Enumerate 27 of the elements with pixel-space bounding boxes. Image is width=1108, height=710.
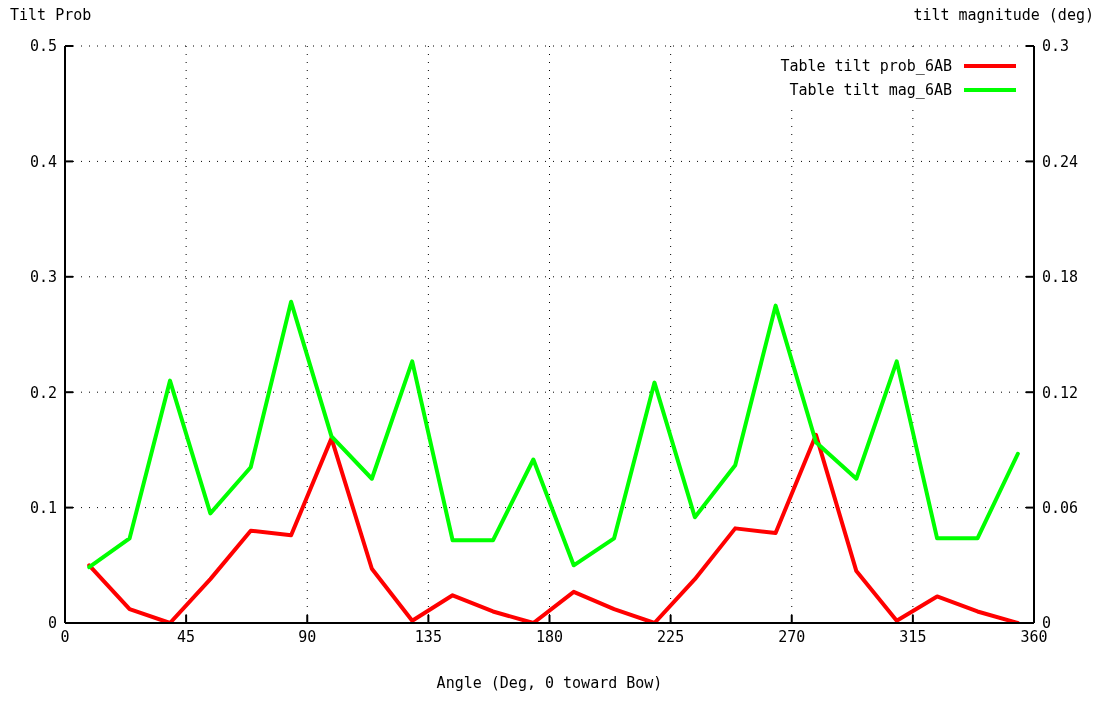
- y2-tick-label: 0.24: [1042, 152, 1079, 171]
- line-series: [87, 299, 1020, 570]
- y2-axis-title: tilt magnitude (deg): [913, 6, 1094, 24]
- y2-tick-label: 0.06: [1042, 498, 1079, 517]
- x-tick-label: 270: [778, 627, 806, 646]
- y-axis-title: Tilt Prob: [10, 6, 92, 24]
- x-tick-label: 45: [177, 627, 196, 646]
- y-tick-label: 0.4: [29, 152, 57, 171]
- x-tick-label: 225: [657, 627, 685, 646]
- y-tick-label: 0: [47, 614, 57, 633]
- y-tick-label: 0.3: [29, 268, 57, 287]
- y-tick-label: 0.2: [29, 383, 57, 402]
- y2-tick-label: 0.12: [1042, 383, 1079, 402]
- x-axis-title: Angle (Deg, 0 toward Bow): [436, 674, 663, 692]
- x-tick-label: 180: [535, 627, 564, 646]
- y2-tick-label: 0.18: [1042, 268, 1079, 287]
- y-tick-label: 0.5: [29, 37, 57, 56]
- y2-tick-label: 0.3: [1042, 37, 1070, 56]
- x-tick-label: 315: [899, 627, 927, 646]
- legend-label: Table tilt prob_6AB: [780, 57, 952, 75]
- x-tick-label: 360: [1020, 627, 1048, 646]
- line-series: [87, 432, 1020, 623]
- x-tick-label: 0: [60, 627, 70, 646]
- y-tick-label: 0.1: [29, 498, 57, 517]
- x-tick-label: 90: [298, 627, 317, 646]
- x-tick-label: 135: [414, 627, 442, 646]
- legend-label: Table tilt mag_6AB: [789, 81, 952, 99]
